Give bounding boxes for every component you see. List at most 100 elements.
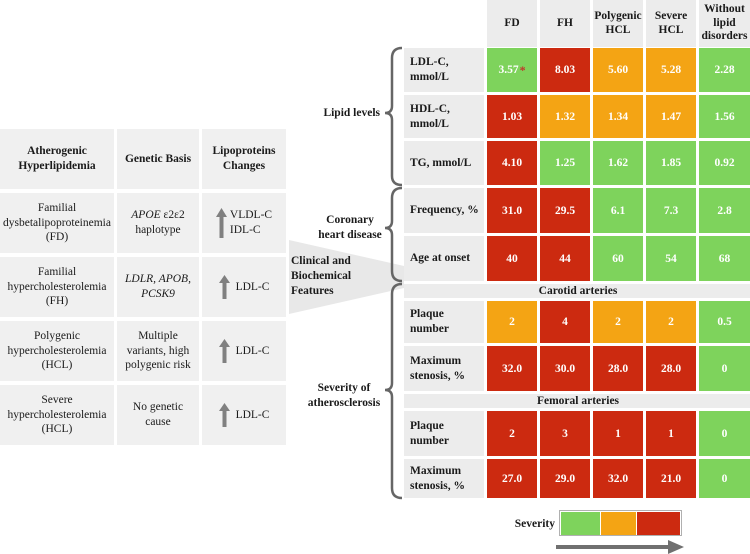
col-header-severe-hcl: Severe HCL xyxy=(646,0,696,47)
value-cell: 32.0 xyxy=(593,459,643,498)
row-label-carotid-plaque: Plaque number xyxy=(404,301,484,343)
value-text: 1.62 xyxy=(607,157,629,169)
value-text: 28.0 xyxy=(607,362,629,375)
value-cell: 1.34 xyxy=(593,95,643,138)
value-cell: 2 xyxy=(487,301,537,343)
value-text: 0.92 xyxy=(714,157,735,169)
value-text: 21.0 xyxy=(660,472,682,485)
col-header-fh: FH xyxy=(540,0,590,47)
fh-change: LDL-C xyxy=(235,280,270,293)
row-severe-name: Severe hypercholesterolemia (HCL) xyxy=(0,385,114,445)
value-cell: 2.28 xyxy=(699,48,750,92)
value-text: 1.34 xyxy=(607,110,629,123)
value-text: 44 xyxy=(559,252,571,265)
increase-arrow-icon xyxy=(218,275,230,299)
value-text: 1.32 xyxy=(554,110,576,123)
value-text: 0 xyxy=(721,427,728,440)
legend-label: Severity xyxy=(514,518,555,530)
value-text: 6.1 xyxy=(610,204,626,217)
value-text: 2 xyxy=(668,316,674,328)
row-label-femoral-stenosis: Maximum stenosis, % xyxy=(404,459,484,498)
row-fh-genetic: LDLR, APOB, PCSK9 xyxy=(117,257,199,317)
group-coronary-heart-disease: Coronary heart disease xyxy=(318,214,382,241)
increase-arrow-icon xyxy=(218,403,230,427)
row-fd-changes: VLDL-C IDL-C xyxy=(202,193,286,253)
value-text: 7.3 xyxy=(663,204,679,217)
row-polygenic-name: Polygenic hypercholesterolemia (HCL) xyxy=(0,321,114,381)
value-text: 1 xyxy=(668,427,674,440)
value-cell: 5.60 xyxy=(593,48,643,92)
value-cell: 28.0 xyxy=(646,346,696,391)
header-lipoproteins-changes: Lipoproteins Changes xyxy=(202,129,286,189)
value-text: 5.60 xyxy=(607,64,629,76)
value-cell: 40 xyxy=(487,236,537,281)
severity-arrow-icon xyxy=(556,540,684,554)
value-text: 60 xyxy=(612,252,624,265)
value-cell: 0.5 xyxy=(699,301,750,343)
value-cell: 32.0 xyxy=(487,346,537,391)
value-cell: 1.32 xyxy=(540,95,590,138)
value-text: 27.0 xyxy=(501,472,523,485)
value-text: 1.85 xyxy=(660,157,682,169)
value-cell: 2.8 xyxy=(699,188,750,233)
value-cell: 2 xyxy=(487,411,537,456)
value-cell: 1.85 xyxy=(646,141,696,185)
row-fd-genetic: APOE ε2ε2 haplotype xyxy=(117,193,199,253)
value-text: 5.28 xyxy=(660,64,682,76)
value-cell: 29.5 xyxy=(540,188,590,233)
legend-frame xyxy=(559,510,682,536)
row-label-ldl: LDL-C, mmol/L xyxy=(404,48,484,92)
group-lipid-levels: Lipid levels xyxy=(323,107,380,119)
value-text: 0.5 xyxy=(717,316,732,328)
legend-swatch-orange xyxy=(601,512,636,536)
value-cell: 60 xyxy=(593,236,643,281)
value-cell: 0 xyxy=(699,411,750,456)
value-cell: 44 xyxy=(540,236,590,281)
connector-label: Clinical and Biochemical Features xyxy=(291,255,352,297)
value-cell: 1.03 xyxy=(487,95,537,138)
increase-arrow-icon xyxy=(215,208,227,238)
value-cell: 7.3 xyxy=(646,188,696,233)
value-cell: 30.0 xyxy=(540,346,590,391)
row-label-tg: TG, mmol/L xyxy=(404,141,484,185)
value-cell: 2 xyxy=(646,301,696,343)
value-text: 2.8 xyxy=(717,204,732,217)
increase-arrow-icon xyxy=(218,339,230,363)
col-header-polygenic-hcl: Polygenic HCL xyxy=(593,0,643,47)
value-text: 4 xyxy=(562,316,568,328)
value-text: 29.5 xyxy=(554,204,576,217)
value-cell: 1.47 xyxy=(646,95,696,138)
row-label-age-onset: Age at onset xyxy=(404,236,484,281)
value-cell: 4 xyxy=(540,301,590,343)
row-label-carotid-stenosis: Maximum stenosis, % xyxy=(404,346,484,391)
fd-genetic-gene: APOE xyxy=(131,209,161,222)
value-text: 32.0 xyxy=(607,472,629,485)
value-cell: 1.25 xyxy=(540,141,590,185)
subheader-carotid-arteries: Carotid arteries xyxy=(404,284,750,298)
value-text: 1 xyxy=(615,427,621,440)
row-fd-name: Familial dysbetalipoproteinemia (FD) xyxy=(0,193,114,253)
row-label-frequency: Frequency, % xyxy=(404,188,484,233)
value-cell: 0 xyxy=(699,459,750,498)
value-text: 0 xyxy=(721,362,728,375)
value-text: 31.0 xyxy=(501,204,523,217)
value-cell: 27.0 xyxy=(487,459,537,498)
legend-swatch-red xyxy=(637,512,680,536)
value-cell: 3.57 * xyxy=(487,48,537,92)
bracket-coronary xyxy=(384,186,403,283)
value-cell: 2 xyxy=(593,301,643,343)
value-cell: 1 xyxy=(646,411,696,456)
row-fh-changes: LDL-C xyxy=(202,257,286,317)
row-polygenic-changes: LDL-C xyxy=(202,321,286,381)
value-text: 3 xyxy=(562,427,568,440)
value-text: 2 xyxy=(509,427,515,440)
fd-genetic-rest: ε2ε2 haplotype xyxy=(135,209,185,236)
group-severity-atherosclerosis: Severity of atherosclerosis xyxy=(307,382,381,409)
col-header-without-lipid-disorders: Without lipid disorders xyxy=(699,0,750,47)
value-cell: 1.56 xyxy=(699,95,750,138)
value-cell: 54 xyxy=(646,236,696,281)
row-fh-name: Familial hypercholesterolemia (FH) xyxy=(0,257,114,317)
value-text: 4.10 xyxy=(501,157,523,169)
